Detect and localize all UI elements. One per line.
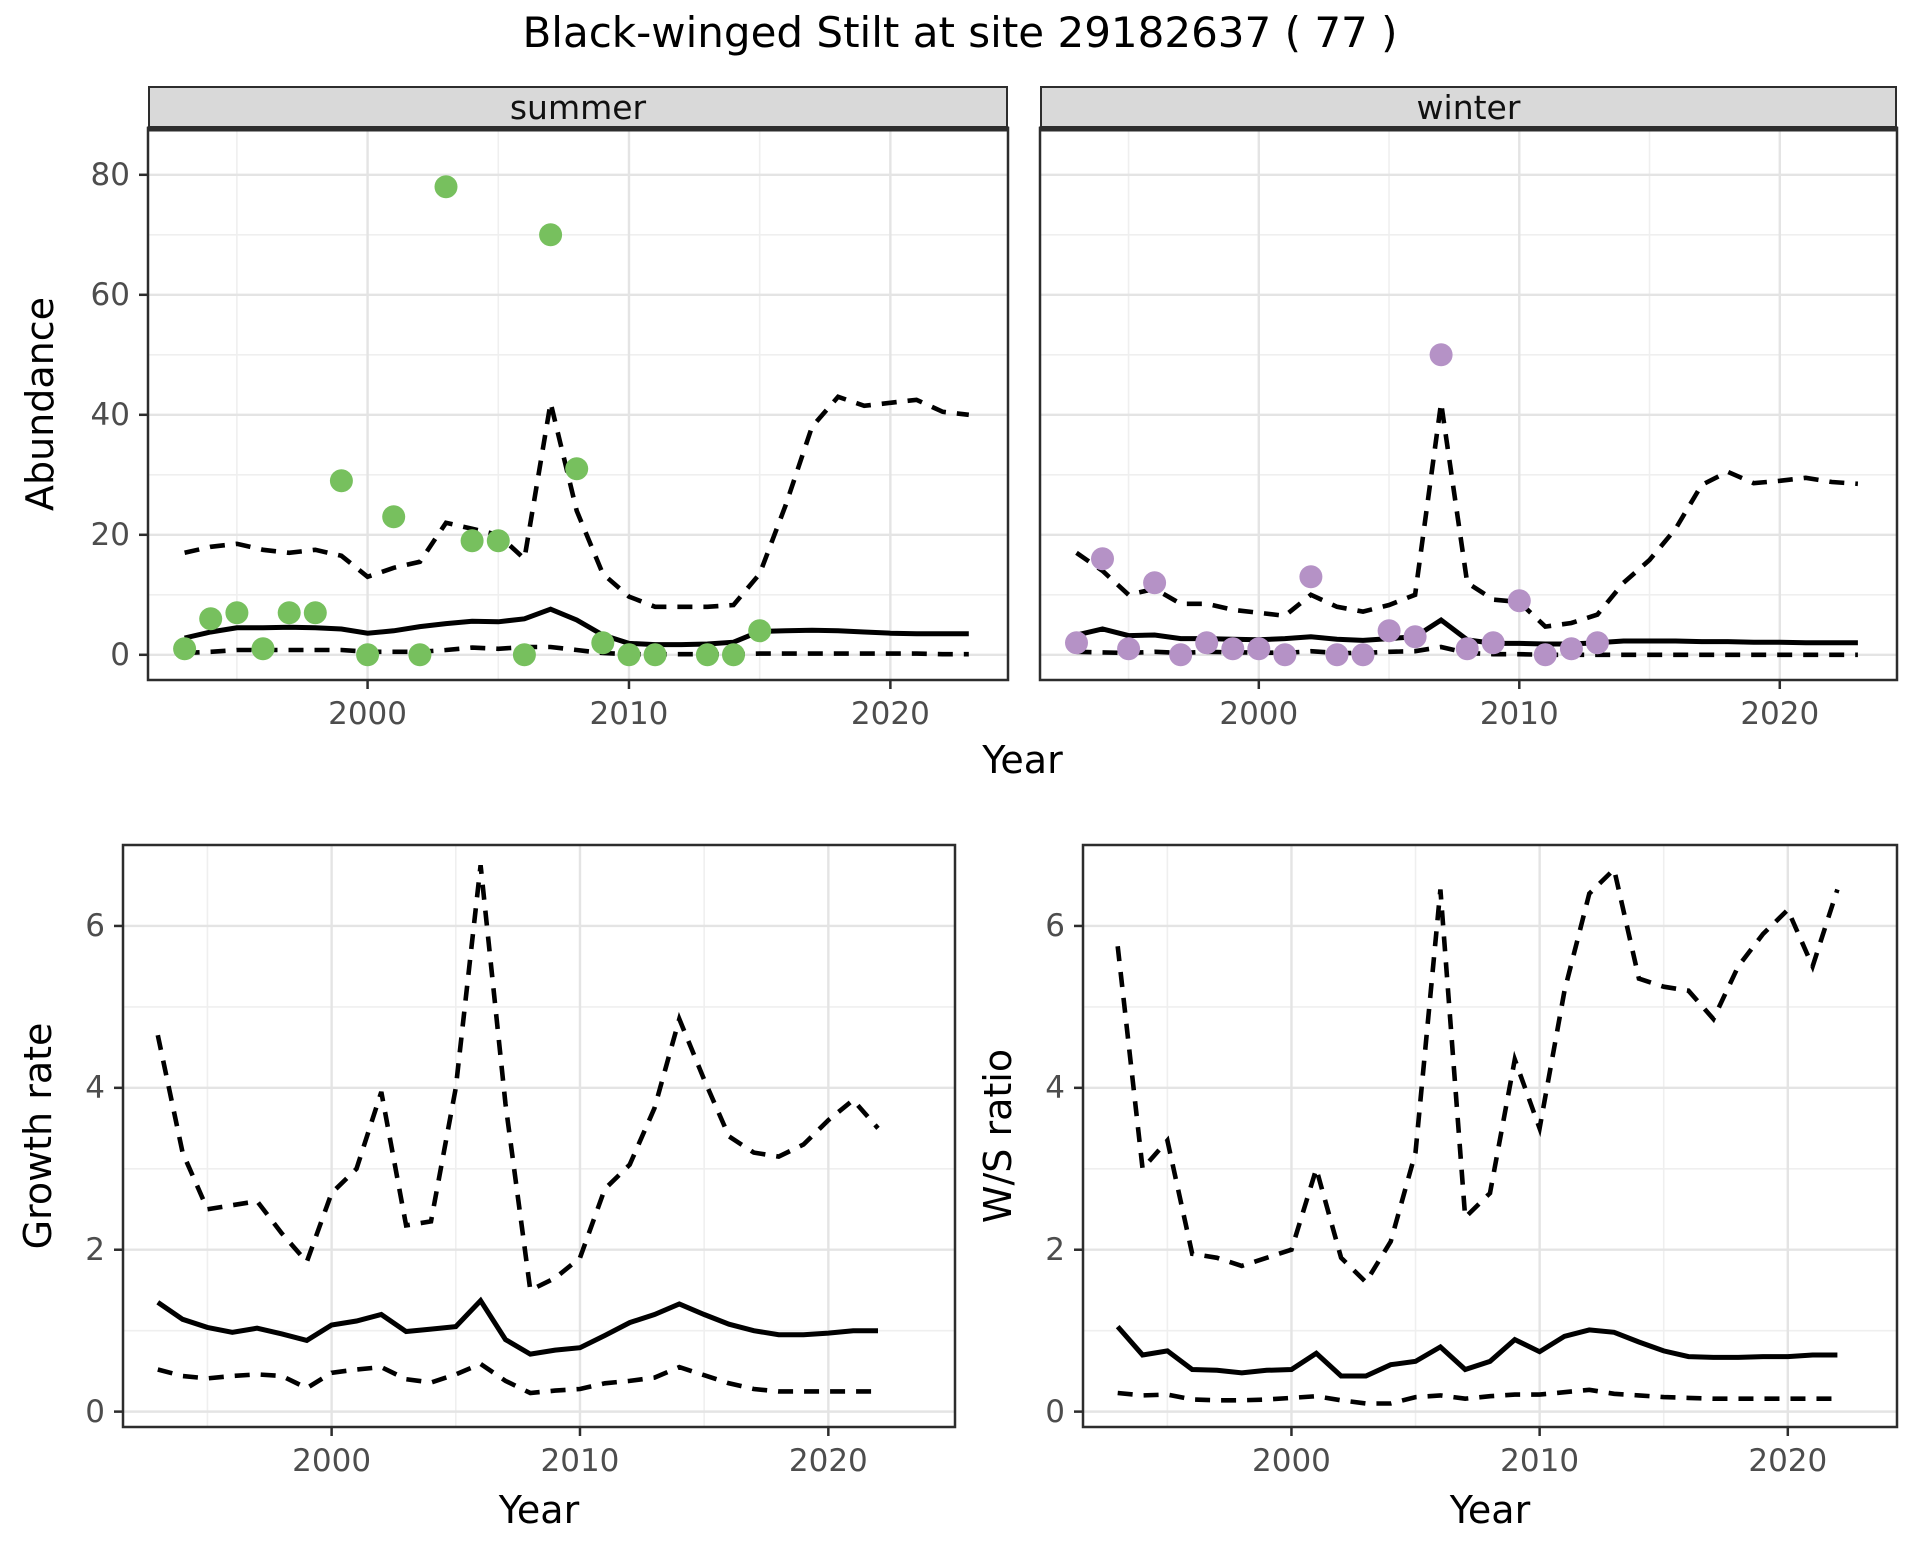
x-axis-title-top: Year (982, 738, 1063, 782)
data-point (1429, 343, 1453, 367)
series-upper-95-ci (155, 864, 880, 1294)
x-tick-label: 2020 (1748, 1443, 1828, 1479)
y-tick-label: 6 (1045, 907, 1065, 944)
y-tick-label: 80 (90, 156, 130, 193)
y-axis-title-growth-rate: Growth rate (16, 1022, 60, 1250)
y-tick-label: 0 (85, 1393, 105, 1430)
series-median (1115, 1324, 1838, 1379)
x-tick-label: 2000 (1219, 696, 1299, 732)
data-point (1585, 631, 1609, 655)
series-lower-95-ci (157, 1361, 878, 1396)
panel-growth_rate (114, 843, 957, 1436)
data-point (199, 607, 223, 631)
data-point (1507, 589, 1531, 613)
data-point (1195, 631, 1219, 655)
data-point (329, 469, 353, 493)
points-abundance_winter (1065, 343, 1609, 667)
data-point (1117, 637, 1141, 661)
panel-border (1081, 843, 1899, 1429)
series-upper-95-ci (1115, 864, 1840, 1286)
data-point (1455, 637, 1479, 661)
series-lower-95-ci (184, 644, 969, 657)
x-tick-label: 2010 (540, 1443, 620, 1479)
y-tick-label: 0 (110, 636, 130, 673)
data-point (225, 601, 249, 625)
data-point (539, 223, 563, 247)
data-point (1351, 643, 1375, 667)
x-tick-label: 2020 (788, 1443, 868, 1479)
data-point (643, 643, 667, 667)
data-point (1143, 571, 1167, 595)
data-point (303, 601, 327, 625)
data-point (748, 619, 772, 643)
x-tick-label: 2010 (1500, 1443, 1580, 1479)
facet-strip-winter-label: winter (1416, 87, 1521, 127)
x-axis-title-bottom-left: Year (498, 1488, 580, 1532)
data-point (591, 631, 615, 655)
data-point (1481, 631, 1505, 655)
data-point (722, 643, 745, 667)
data-point (486, 529, 510, 553)
series-lower-95-ci (1117, 1387, 1838, 1406)
data-point (1273, 643, 1297, 667)
data-point (434, 175, 458, 199)
facet-strip-summer-label: summer (509, 87, 647, 127)
data-point (382, 505, 406, 529)
data-point (1221, 637, 1245, 661)
series-median (156, 1296, 878, 1357)
facet-strip-winter: winter (1040, 86, 1897, 128)
y-tick-label: 2 (1045, 1231, 1065, 1268)
panel-abundance_summer (139, 126, 1010, 689)
chart-title: Black-winged Stilt at site 29182637 ( 77… (522, 8, 1398, 57)
y-tick-label: 0 (1045, 1393, 1065, 1430)
x-tick-label: 2010 (589, 696, 669, 732)
data-point (460, 529, 484, 553)
panel-ws_ratio (1074, 843, 1899, 1436)
data-point (1247, 637, 1271, 661)
data-point (1299, 565, 1323, 589)
data-point (565, 457, 589, 481)
data-point (695, 643, 719, 667)
x-tick-label: 2020 (1740, 696, 1820, 732)
x-tick-label: 2020 (850, 696, 930, 732)
x-tick-label: 2000 (1252, 1443, 1331, 1479)
y-tick-label: 60 (90, 276, 130, 313)
series-upper-95-ci (184, 394, 970, 610)
data-point (1533, 643, 1557, 667)
panel-abundance_winter (1038, 126, 1899, 689)
data-point (1559, 637, 1583, 661)
series-median (184, 606, 969, 648)
data-point (617, 643, 641, 667)
data-point (1325, 643, 1349, 667)
data-point (1377, 619, 1401, 643)
data-point (512, 643, 536, 667)
x-tick-label: 2010 (1479, 696, 1559, 732)
x-axis-title-bottom-right: Year (1449, 1488, 1531, 1532)
panel-border (121, 843, 957, 1429)
y-tick-label: 6 (85, 907, 105, 944)
data-point (251, 637, 275, 661)
y-tick-label: 20 (90, 516, 130, 553)
facet-strip-summer: summer (148, 86, 1008, 128)
y-tick-label: 2 (85, 1231, 105, 1268)
points-abundance_summer (173, 175, 772, 667)
x-tick-label: 2000 (328, 696, 408, 732)
data-point (1169, 643, 1193, 667)
data-point (1065, 631, 1088, 655)
data-point (173, 637, 197, 661)
y-tick-label: 40 (90, 396, 130, 433)
data-point (1091, 547, 1114, 571)
y-tick-label: 4 (85, 1069, 105, 1106)
x-tick-label: 2000 (292, 1443, 372, 1479)
data-point (277, 601, 301, 625)
data-point (408, 643, 432, 667)
data-point (356, 643, 380, 667)
y-tick-label: 4 (1045, 1069, 1065, 1106)
data-point (1403, 625, 1427, 649)
